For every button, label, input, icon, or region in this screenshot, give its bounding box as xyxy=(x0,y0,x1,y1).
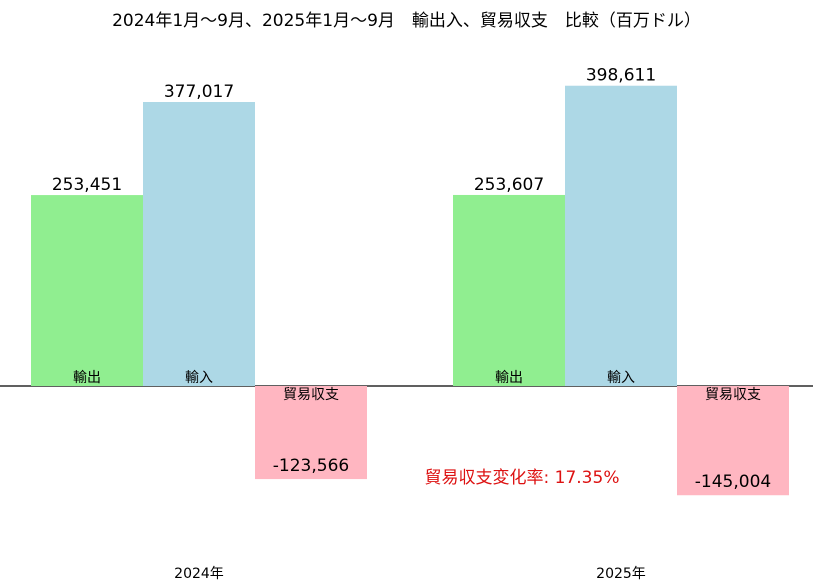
bar-name-label: 輸出 xyxy=(73,370,101,386)
chart-title: 2024年1月～9月、2025年1月～9月 輸出入、貿易収支 比較（百万ドル） xyxy=(112,11,701,31)
bar-value-label: 253,607 xyxy=(474,175,544,195)
bar-value-label: 398,611 xyxy=(586,66,656,86)
bar xyxy=(143,102,255,386)
bar xyxy=(677,386,789,496)
annotation-label: 貿易収支変化率: 17.35% xyxy=(425,468,620,488)
bar-name-label: 輸入 xyxy=(607,370,635,386)
x-tick-label: 2025年 xyxy=(596,566,646,582)
bar-value-label: -123,566 xyxy=(273,456,349,476)
bar-name-label: 貿易収支 xyxy=(705,387,761,403)
bar-value-label: 377,017 xyxy=(164,82,234,102)
bar-name-label: 貿易収支 xyxy=(283,387,339,403)
bar xyxy=(565,85,677,386)
bar-value-label: -145,004 xyxy=(695,472,771,492)
bar-name-label: 輸入 xyxy=(185,370,213,386)
bar-value-label: 253,451 xyxy=(52,175,122,195)
bar xyxy=(453,194,565,386)
bar-name-label: 輸出 xyxy=(495,370,523,386)
bar xyxy=(255,386,367,480)
x-tick-label: 2024年 xyxy=(174,566,224,582)
bar xyxy=(31,195,143,386)
